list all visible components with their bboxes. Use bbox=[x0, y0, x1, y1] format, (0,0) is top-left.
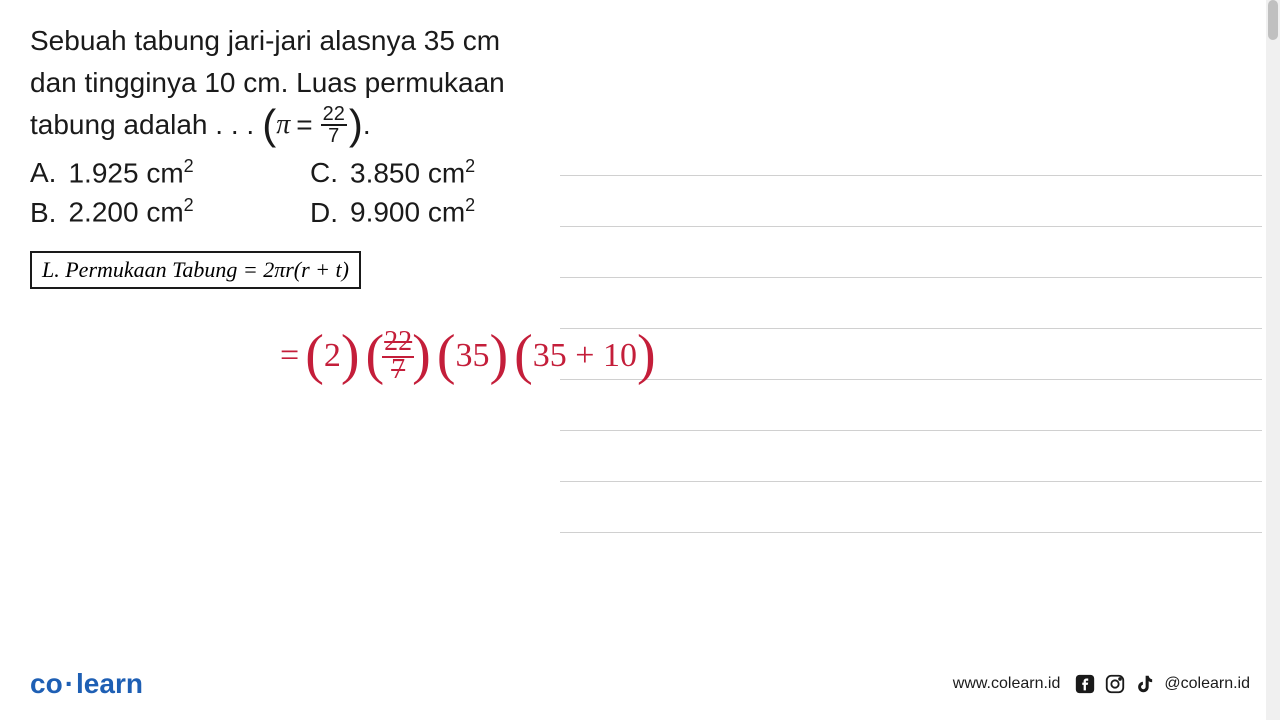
hw-fraction: 22 7 bbox=[384, 328, 412, 384]
option-d: D. 9.900 cm2 bbox=[310, 195, 570, 228]
line bbox=[560, 481, 1262, 482]
question-line-2: dan tingginya 10 cm. Luas permukaan bbox=[30, 62, 1250, 104]
logo-learn: learn bbox=[76, 668, 143, 699]
option-b: B. 2.200 cm2 bbox=[30, 195, 290, 228]
logo-dot: · bbox=[65, 668, 74, 699]
open-paren: ( bbox=[262, 108, 276, 142]
option-a-value: 1.925 cm2 bbox=[68, 156, 193, 189]
option-c: C. 3.850 cm2 bbox=[310, 156, 570, 189]
equals-sign: = bbox=[296, 104, 312, 146]
footer: co·learn www.colearn.id @colearn.id bbox=[0, 668, 1280, 700]
logo-co: co bbox=[30, 668, 63, 699]
scrollbar-thumb[interactable] bbox=[1268, 0, 1278, 40]
pi-expression: ( π = 22 7 ) . bbox=[262, 104, 370, 146]
option-a-label: A. bbox=[30, 157, 56, 189]
ruled-lines bbox=[560, 175, 1262, 533]
pi-symbol: π bbox=[276, 104, 290, 146]
option-b-value: 2.200 cm2 bbox=[68, 195, 193, 228]
pi-numerator: 22 bbox=[321, 104, 347, 126]
pi-fraction: 22 7 bbox=[321, 104, 347, 146]
line bbox=[560, 175, 1262, 176]
formula-box: L. Permukaan Tabung = 2πr(r + t) bbox=[30, 251, 361, 289]
facebook-icon bbox=[1074, 673, 1096, 695]
footer-right: www.colearn.id @colearn.id bbox=[953, 673, 1250, 695]
hw-group-2: ( 22 7 ) bbox=[366, 328, 431, 384]
line bbox=[560, 430, 1262, 431]
option-d-value: 9.900 cm2 bbox=[350, 195, 475, 228]
pi-denominator: 7 bbox=[326, 126, 341, 146]
hw-frac-den: 7 bbox=[391, 356, 405, 384]
option-d-label: D. bbox=[310, 197, 338, 229]
footer-url: www.colearn.id bbox=[953, 675, 1061, 693]
option-c-label: C. bbox=[310, 157, 338, 189]
option-a: A. 1.925 cm2 bbox=[30, 156, 290, 189]
scrollbar[interactable] bbox=[1266, 0, 1280, 720]
question-line-1: Sebuah tabung jari-jari alasnya 35 cm bbox=[30, 20, 1250, 62]
tiktok-icon bbox=[1134, 673, 1156, 695]
option-b-label: B. bbox=[30, 197, 56, 229]
handwritten-work: = (2) ( 22 7 ) (35) (35 + 10) bbox=[280, 328, 656, 384]
hw-frac-num: 22 bbox=[384, 328, 412, 356]
hw-equals: = bbox=[280, 339, 299, 373]
instagram-icon bbox=[1104, 673, 1126, 695]
line bbox=[560, 379, 1262, 380]
question-line-3: tabung adalah . . . ( π = 22 7 ) . bbox=[30, 104, 1250, 146]
line bbox=[560, 328, 1262, 329]
social-icons: @colearn.id bbox=[1074, 673, 1250, 695]
line bbox=[560, 277, 1262, 278]
social-handle: @colearn.id bbox=[1164, 675, 1250, 693]
logo: co·learn bbox=[30, 668, 143, 700]
hw-group-3: (35) bbox=[437, 336, 508, 375]
hw-group-4: (35 + 10) bbox=[514, 336, 656, 375]
line bbox=[560, 226, 1262, 227]
formula-text: L. Permukaan Tabung = 2πr(r + t) bbox=[42, 257, 349, 282]
option-c-value: 3.850 cm2 bbox=[350, 156, 475, 189]
question-line-3-prefix: tabung adalah . . . bbox=[30, 104, 254, 146]
question-text: Sebuah tabung jari-jari alasnya 35 cm da… bbox=[30, 20, 1250, 146]
period: . bbox=[363, 104, 371, 146]
hw-group-1: (2) bbox=[305, 336, 359, 375]
close-paren: ) bbox=[349, 108, 363, 142]
line bbox=[560, 532, 1262, 533]
